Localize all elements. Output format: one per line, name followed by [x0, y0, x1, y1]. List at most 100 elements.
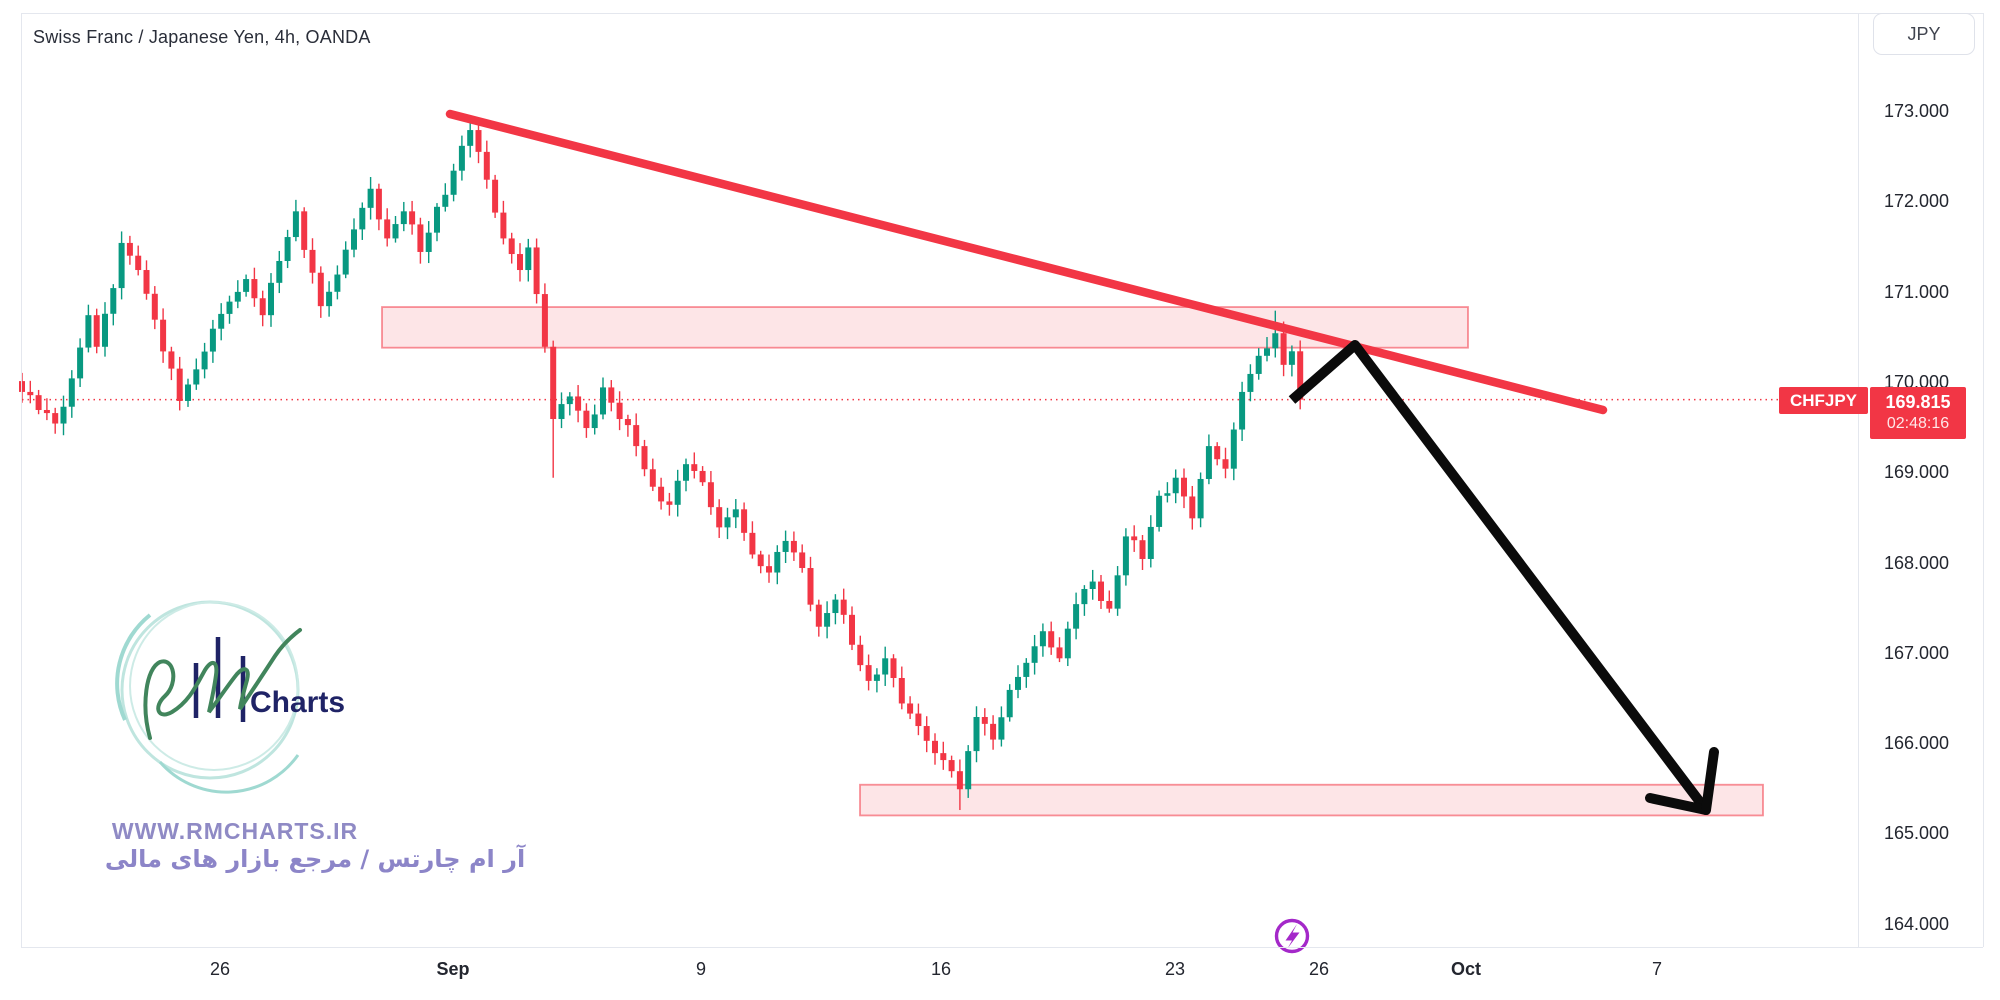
- candlestick: [458, 135, 465, 181]
- candlestick: [890, 654, 897, 688]
- candlestick: [143, 260, 150, 300]
- candlestick: [1089, 569, 1096, 600]
- candlestick: [525, 238, 532, 282]
- candlestick: [467, 121, 474, 158]
- candlestick: [724, 507, 731, 540]
- candlestick: [1031, 634, 1038, 675]
- candlestick: [873, 668, 880, 693]
- candlestick: [434, 203, 440, 242]
- candlestick: [1247, 364, 1254, 402]
- candlestick: [1222, 447, 1229, 479]
- candlestick: [840, 588, 847, 624]
- candlestick: [649, 458, 656, 492]
- candlestick: [251, 267, 258, 307]
- event-lightning-icon[interactable]: [1274, 918, 1310, 954]
- candlestick: [1189, 485, 1196, 530]
- pane-border-top: [21, 13, 1983, 14]
- logo-circle-sketch2: [158, 754, 300, 794]
- candlestick: [19, 372, 25, 403]
- candlestick: [375, 183, 382, 231]
- candlestick: [1156, 490, 1163, 532]
- candlestick: [774, 545, 781, 585]
- candlestick: [201, 342, 208, 379]
- candlestick: [766, 554, 772, 583]
- candlestick: [1006, 684, 1013, 722]
- price-tick-label: 164.000: [1884, 913, 1950, 934]
- candlestick: [1255, 348, 1262, 380]
- candlestick: [500, 200, 507, 245]
- candlestick: [807, 556, 814, 612]
- candlestick: [624, 414, 631, 437]
- symbol-price-badge: CHFJPY: [1779, 387, 1868, 414]
- candlestick: [409, 200, 416, 235]
- last-price-value: 169.815: [1885, 391, 1951, 412]
- candlestick: [126, 235, 133, 265]
- time-tick-label: Oct: [1450, 959, 1482, 979]
- candlestick: [641, 439, 648, 477]
- candlestick: [915, 703, 922, 736]
- candlestick: [492, 174, 499, 218]
- candlestick: [1106, 590, 1113, 613]
- candlestick: [226, 295, 233, 324]
- candlestick: [1214, 442, 1221, 466]
- candlestick: [35, 389, 42, 415]
- candlestick: [176, 356, 183, 411]
- candlestick: [118, 231, 125, 300]
- candlestick: [517, 243, 523, 282]
- candlestick: [193, 358, 200, 390]
- last-price-box: 169.815 02:48:16: [1870, 387, 1966, 439]
- candlestick: [541, 283, 548, 353]
- candlestick: [583, 403, 590, 438]
- candlestick: [259, 290, 266, 327]
- candlestick: [1205, 434, 1212, 485]
- candlestick: [475, 122, 482, 164]
- candlestick: [558, 392, 565, 429]
- price-tick-label: 169.000: [1884, 462, 1950, 483]
- candlestick: [151, 286, 158, 330]
- bar-countdown: 02:48:16: [1886, 415, 1950, 433]
- candlestick: [973, 706, 980, 763]
- candlestick: [425, 221, 432, 264]
- candlestick: [400, 201, 407, 232]
- time-tick-label: Sep: [436, 959, 470, 979]
- candlestick: [591, 404, 598, 435]
- candlestick: [1114, 566, 1121, 616]
- currency-button[interactable]: JPY: [1873, 13, 1975, 55]
- candlestick: [60, 395, 67, 436]
- candlestick: [85, 304, 92, 353]
- candlestick: [857, 635, 864, 672]
- price-tick-label: 170.000: [1884, 371, 1950, 392]
- time-axis-separator[interactable]: [21, 947, 1983, 948]
- candlestick: [824, 601, 831, 639]
- candlestick: [1230, 422, 1237, 481]
- candlestick: [276, 250, 283, 294]
- candlestick: [309, 238, 316, 284]
- candlestick: [450, 163, 457, 202]
- candlestick: [533, 238, 540, 304]
- watermark-url: WWW.RMCHARTS.IR: [111, 818, 359, 844]
- candlestick: [110, 284, 117, 326]
- price-tick-label: 165.000: [1884, 823, 1950, 844]
- candlestick: [683, 458, 689, 492]
- candlestick: [93, 308, 100, 354]
- candlestick: [707, 471, 714, 515]
- candlestick: [442, 183, 449, 212]
- candlestick: [965, 745, 972, 798]
- candlestick: [1064, 621, 1071, 667]
- projection-arrow-shaft[interactable]: [1288, 340, 1710, 814]
- support-zone[interactable]: [859, 783, 1764, 817]
- candlestick: [882, 646, 889, 686]
- candlestick: [1131, 525, 1138, 552]
- candlestick: [1048, 621, 1055, 655]
- price-axis-separator[interactable]: [1858, 13, 1859, 947]
- candlestick: [1023, 658, 1030, 688]
- price-tick-label: 172.000: [1884, 191, 1950, 212]
- candlestick: [757, 550, 764, 574]
- candlestick: [1181, 468, 1187, 509]
- candlestick: [832, 594, 839, 625]
- candlestick: [1164, 482, 1171, 503]
- symbol-title[interactable]: Swiss Franc / Japanese Yen, 4h, OANDA: [33, 27, 371, 47]
- descending-trendline[interactable]: [445, 109, 1608, 415]
